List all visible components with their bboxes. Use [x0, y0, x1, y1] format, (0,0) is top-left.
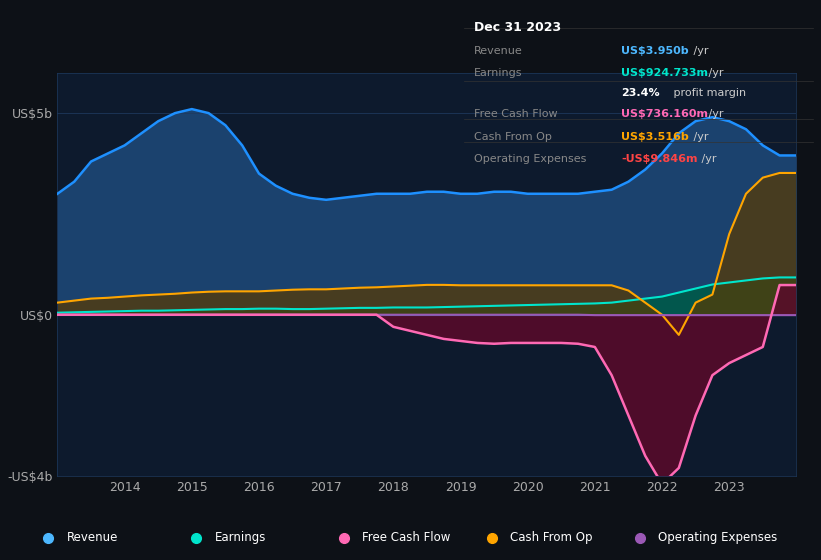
Text: profit margin: profit margin	[670, 88, 745, 98]
Text: Earnings: Earnings	[215, 531, 266, 544]
Text: -US$9.846m: -US$9.846m	[621, 155, 697, 165]
Text: Free Cash Flow: Free Cash Flow	[475, 109, 558, 119]
Text: Cash From Op: Cash From Op	[511, 531, 593, 544]
Text: Dec 31 2023: Dec 31 2023	[475, 21, 562, 34]
Text: US$3.950b: US$3.950b	[621, 45, 689, 55]
Text: 23.4%: 23.4%	[621, 88, 659, 98]
Text: US$736.160m: US$736.160m	[621, 109, 708, 119]
Text: /yr: /yr	[690, 45, 709, 55]
Text: Operating Expenses: Operating Expenses	[658, 531, 777, 544]
Text: /yr: /yr	[705, 109, 724, 119]
Text: /yr: /yr	[698, 155, 716, 165]
Text: Earnings: Earnings	[475, 68, 523, 78]
Text: Revenue: Revenue	[67, 531, 118, 544]
Text: /yr: /yr	[705, 68, 724, 78]
Text: Cash From Op: Cash From Op	[475, 132, 553, 142]
Text: US$3.516b: US$3.516b	[621, 132, 689, 142]
Text: Revenue: Revenue	[475, 45, 523, 55]
Text: US$924.733m: US$924.733m	[621, 68, 708, 78]
Text: Free Cash Flow: Free Cash Flow	[363, 531, 451, 544]
Text: Operating Expenses: Operating Expenses	[475, 155, 587, 165]
Text: /yr: /yr	[690, 132, 709, 142]
